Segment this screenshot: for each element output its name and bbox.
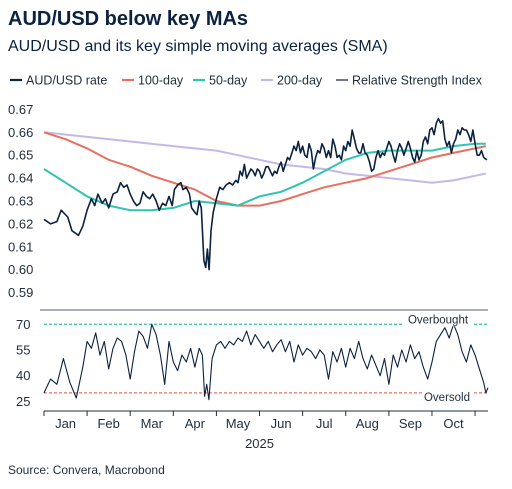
- x-month-label: Jun: [271, 416, 292, 431]
- rsi-tick-label: 70: [16, 317, 30, 332]
- chart-source: Source: Convera, Macrobond: [8, 463, 165, 477]
- price-tick-label: 0.63: [8, 194, 33, 209]
- legend-item-rate: AUD/USD rate: [10, 74, 107, 88]
- legend-item-sma50: 50-day: [193, 74, 248, 88]
- x-year-label: 2025: [245, 436, 274, 451]
- price-tick-label: 0.59: [8, 285, 33, 300]
- price-tick-label: 0.66: [8, 125, 33, 140]
- x-month-label: Jul: [316, 416, 333, 431]
- legend-label-sma50: 50-day: [209, 74, 248, 88]
- x-month-label: Feb: [97, 416, 119, 431]
- price-tick-label: 0.60: [8, 262, 33, 277]
- legend-label-rate: AUD/USD rate: [26, 74, 107, 88]
- chart-subtitle: AUD/USD and its key simple moving averag…: [8, 38, 388, 55]
- rsi-y-axis: 25 40 55 70: [16, 317, 30, 409]
- rsi-tick-label: 40: [16, 368, 30, 383]
- x-month-label: Mar: [141, 416, 164, 431]
- overbought-label-bg: [404, 313, 472, 327]
- rsi-tick-label: 55: [16, 343, 30, 358]
- price-tick-label: 0.67: [8, 102, 33, 117]
- x-month-label: Oct: [443, 416, 464, 431]
- rsi-tick-label: 25: [16, 394, 30, 409]
- price-tick-label: 0.65: [8, 148, 33, 163]
- x-axis: Jan Feb Mar Apr May Jun Jul Aug Sep Oct 2025: [43, 410, 488, 451]
- x-month-label: Aug: [356, 416, 379, 431]
- x-month-label: May: [226, 416, 251, 431]
- price-tick-label: 0.61: [8, 239, 33, 254]
- legend-item-sma200: 200-day: [261, 74, 323, 88]
- x-month-label: Sep: [399, 416, 422, 431]
- chart-title: AUD/USD below key MAs: [8, 8, 249, 30]
- legend-item-sma100: 100-day: [122, 74, 184, 88]
- oversold-label-bg: [422, 390, 472, 404]
- rsi-panel: 25 40 55 70 Overbought Oversold: [16, 309, 489, 409]
- price-tick-label: 0.62: [8, 216, 33, 231]
- legend-label-sma200: 200-day: [277, 74, 323, 88]
- price-y-axis: 0.59 0.60 0.61 0.62 0.63 0.64 0.65 0.66 0.67: [8, 102, 33, 300]
- legend-item-rsi: Relative Strength Index: [336, 74, 483, 88]
- legend-label-sma100: 100-day: [138, 74, 184, 88]
- price-tick-label: 0.64: [8, 171, 33, 186]
- series-line-rate: [43, 117, 488, 271]
- series-line-rsi: [43, 323, 489, 401]
- x-month-label: Apr: [185, 416, 206, 431]
- chart-legend: AUD/USD rate 100-day 50-day 200-day Relative…: [10, 74, 483, 88]
- overbought-label: Overbought: [408, 314, 469, 326]
- legend-label-rsi: Relative Strength Index: [352, 74, 483, 88]
- x-month-label: Jan: [55, 416, 76, 431]
- price-panel: 0.59 0.60 0.61 0.62 0.63 0.64 0.65 0.66 0.67: [8, 102, 488, 300]
- series-line-sma100: [43, 131, 487, 207]
- oversold-label: Oversold: [424, 392, 470, 404]
